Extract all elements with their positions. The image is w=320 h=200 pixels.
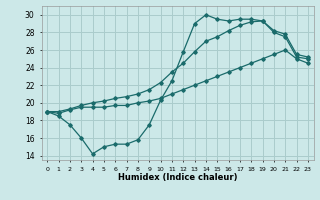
X-axis label: Humidex (Indice chaleur): Humidex (Indice chaleur) xyxy=(118,173,237,182)
